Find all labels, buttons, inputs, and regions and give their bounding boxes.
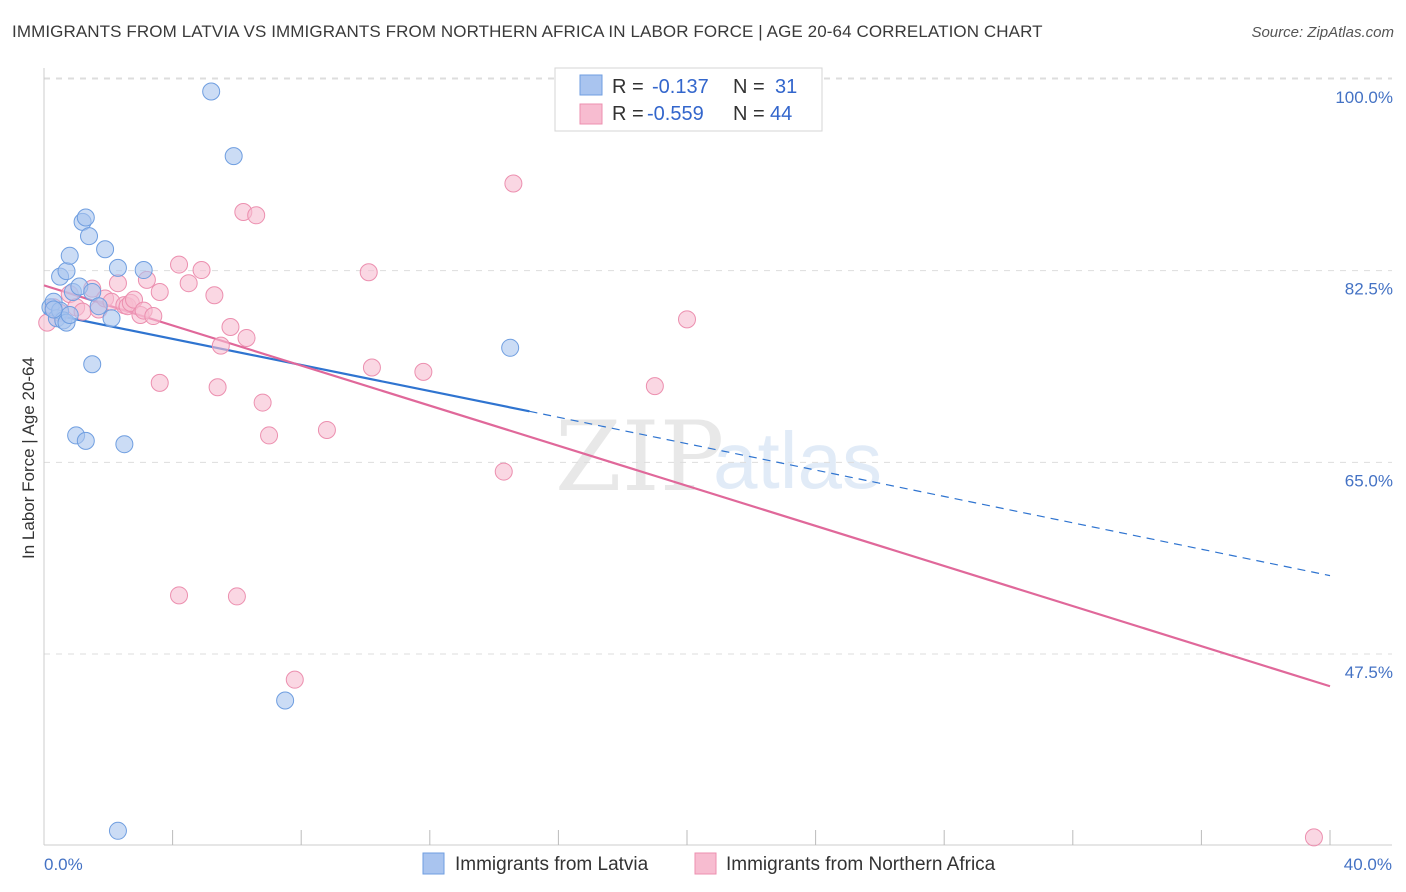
point-africa (237, 328, 256, 347)
bottom-legend-label-africa: Immigrants from Northern Africa (726, 854, 996, 875)
source-attribution: Source: ZipAtlas.com (1251, 24, 1394, 41)
point-africa (208, 378, 227, 397)
trend-line-latvia-extension (529, 410, 1331, 577)
point-africa (179, 274, 198, 293)
y-axis-title: In Labor Force | Age 20-64 (19, 357, 38, 559)
point-latvia (134, 261, 153, 280)
legend-n-value-africa: 44 (770, 103, 792, 125)
point-africa (260, 426, 279, 445)
point-latvia (44, 300, 63, 319)
legend-swatch-latvia (579, 74, 603, 96)
series-legend: Immigrants from Latvia Immigrants from N… (422, 852, 996, 875)
point-africa (227, 587, 246, 606)
point-latvia (96, 240, 115, 259)
y-tick-label: 47.5% (1345, 663, 1393, 682)
point-africa (362, 358, 381, 377)
point-latvia (108, 258, 127, 277)
point-africa (247, 206, 266, 225)
point-africa (678, 310, 696, 329)
stats-legend: R = -0.137 N = 31 R = -0.559 N = 44 (554, 67, 823, 132)
watermark: ZIP atlas (555, 401, 882, 513)
point-africa (504, 174, 523, 193)
gridlines (44, 77, 1392, 655)
point-africa (144, 307, 163, 326)
point-latvia (60, 246, 79, 265)
point-africa (211, 336, 230, 355)
y-tick-label: 82.5% (1345, 280, 1393, 299)
legend-n-value-latvia: 31 (775, 76, 797, 98)
point-latvia (83, 355, 102, 374)
y-tick-label: 65.0% (1345, 471, 1393, 490)
point-latvia (202, 82, 221, 101)
legend-r-value-africa: -0.559 (647, 103, 704, 125)
point-africa (1304, 828, 1323, 847)
x-ticks (172, 830, 1331, 845)
y-tick-labels: 47.5% 65.0% 82.5% 100.0% (1335, 88, 1393, 682)
axes (43, 68, 1392, 846)
legend-r-value-latvia: -0.137 (652, 76, 709, 98)
point-latvia (57, 262, 76, 281)
point-africa (150, 282, 169, 301)
point-africa (414, 362, 433, 381)
point-latvia (102, 309, 121, 328)
bottom-legend-swatch-latvia (422, 852, 445, 875)
bottom-legend-label-latvia: Immigrants from Latvia (455, 854, 649, 875)
point-africa (645, 377, 664, 396)
trend-line-africa (43, 284, 1331, 688)
point-africa (150, 373, 169, 392)
point-latvia (276, 691, 295, 710)
legend-swatch-africa (579, 103, 603, 125)
point-africa (285, 670, 304, 689)
watermark-zip: ZIP (555, 401, 724, 513)
point-africa (317, 420, 336, 439)
point-latvia (501, 338, 520, 357)
legend-r-label-africa: R = (612, 103, 644, 125)
point-africa (170, 586, 189, 605)
legend-r-label-latvia: R = (612, 76, 644, 98)
point-africa (494, 462, 513, 481)
point-africa (205, 286, 224, 305)
x-tick-label-min: 0.0% (44, 855, 83, 874)
x-tick-label-max: 40.0% (1344, 855, 1392, 874)
point-africa (170, 255, 189, 274)
watermark-atlas: atlas (713, 416, 882, 505)
trend-lines (43, 284, 1331, 688)
point-latvia (108, 821, 127, 840)
data-points (38, 82, 1323, 847)
point-latvia (76, 208, 95, 227)
point-africa (359, 263, 378, 282)
point-africa (108, 274, 127, 293)
chart-title: IMMIGRANTS FROM LATVIA VS IMMIGRANTS FRO… (12, 22, 1043, 41)
y-tick-label: 100.0% (1335, 88, 1393, 107)
bottom-legend-swatch-africa (694, 852, 717, 875)
point-latvia (60, 305, 79, 324)
point-latvia (115, 435, 134, 454)
point-latvia (76, 431, 95, 450)
legend-n-label-latvia: N = (733, 76, 765, 98)
point-latvia (224, 147, 243, 166)
point-latvia (89, 297, 108, 316)
point-africa (253, 393, 272, 412)
point-africa (221, 318, 240, 336)
legend-n-label-africa: N = (733, 103, 765, 125)
point-latvia (80, 227, 99, 246)
point-africa (192, 261, 211, 280)
